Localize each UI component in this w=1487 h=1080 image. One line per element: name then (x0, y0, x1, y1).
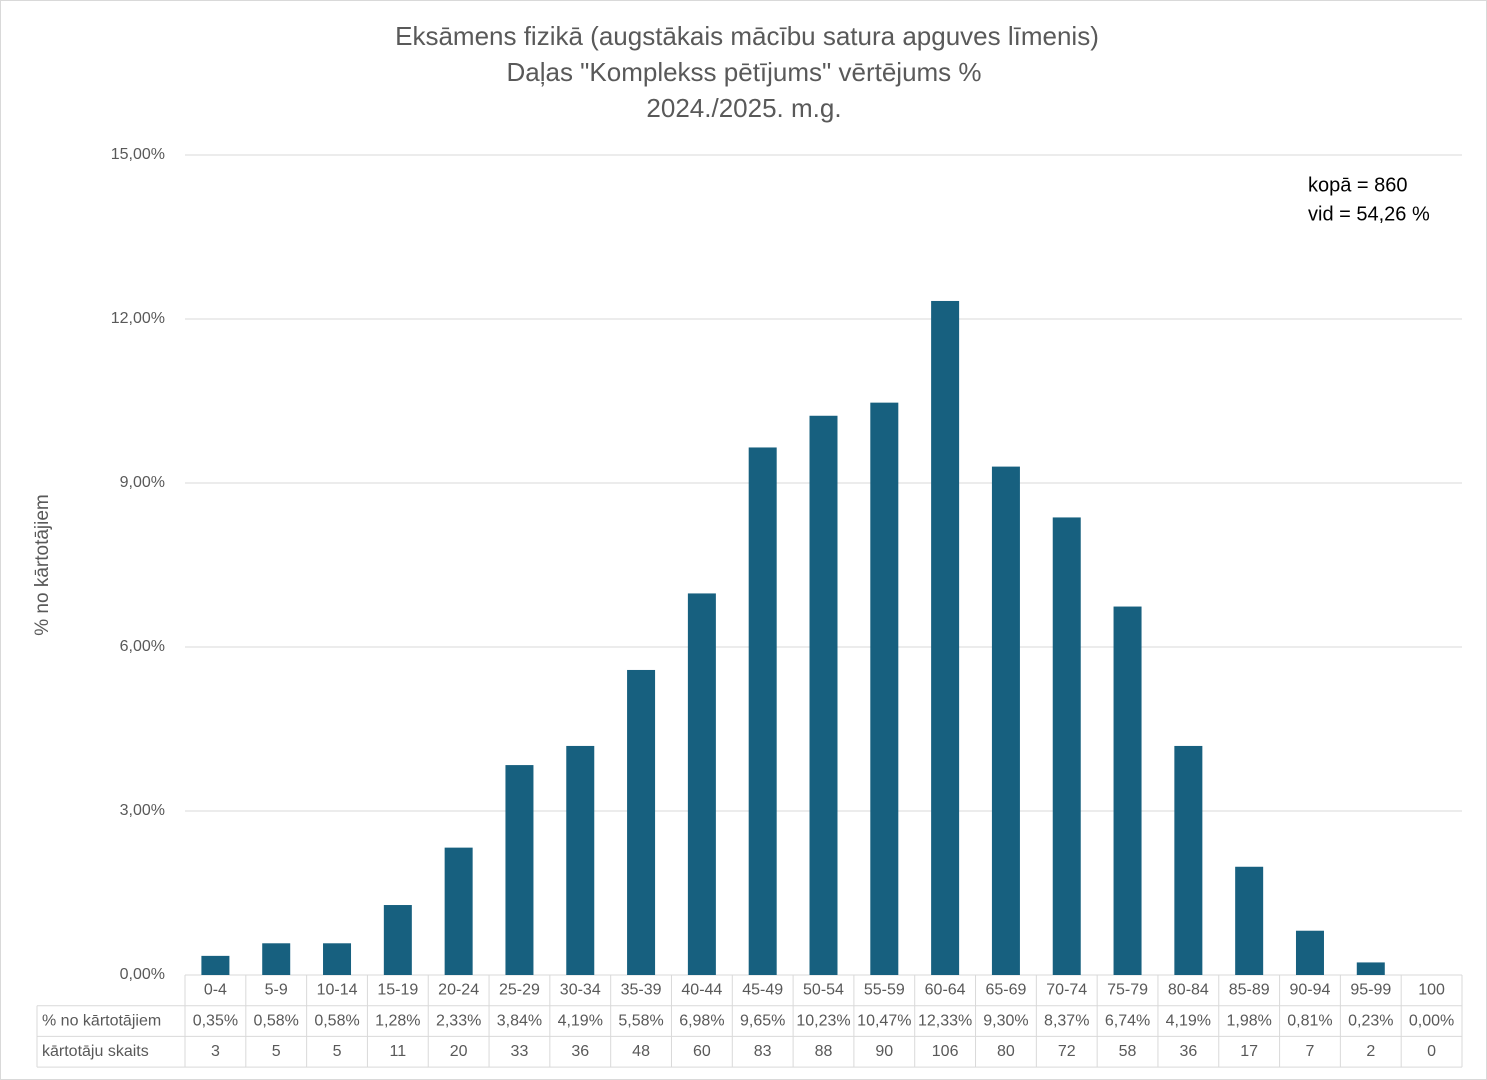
count-cell: 48 (632, 1043, 650, 1060)
x-tick-label: 100 (1418, 982, 1445, 999)
bar (383, 905, 412, 975)
count-cell: 2 (1366, 1043, 1375, 1060)
value-label: 6,74% (1105, 1012, 1150, 1029)
count-cell: 83 (754, 1043, 772, 1060)
x-tick-label: 0-4 (204, 982, 227, 999)
bar (809, 415, 838, 975)
bar (1235, 866, 1264, 975)
x-tick-label: 15-19 (377, 982, 418, 999)
count-cell: 36 (571, 1043, 589, 1060)
annotation: kopā = 860 (1308, 174, 1408, 196)
count-cell: 5 (272, 1043, 281, 1060)
bar (566, 745, 595, 975)
x-tick-label: 55-59 (864, 982, 905, 999)
count-cell: 17 (1240, 1043, 1258, 1060)
value-label: 12,33% (918, 1012, 972, 1029)
x-tick-label: 60-64 (925, 982, 966, 999)
x-tick-label: 25-29 (499, 982, 540, 999)
bar (262, 943, 291, 975)
bar (687, 593, 716, 975)
value-label: 8,37% (1044, 1012, 1089, 1029)
y-tick-label: 0,00% (120, 966, 165, 983)
bar (1356, 962, 1385, 975)
value-label: 9,65% (740, 1012, 785, 1029)
x-tick-label: 90-94 (1290, 982, 1331, 999)
count-cell: 90 (875, 1043, 893, 1060)
table-row-header: % no kārtotājiem (42, 1012, 161, 1029)
x-tick-label: 20-24 (438, 982, 479, 999)
chart-title: 2024./2025. m.g. (646, 93, 841, 123)
x-tick-label: 75-79 (1107, 982, 1148, 999)
count-cell: 33 (511, 1043, 529, 1060)
bar (323, 943, 352, 975)
value-label: 4,19% (1166, 1012, 1211, 1029)
bar (991, 466, 1020, 975)
value-label: 4,19% (558, 1012, 603, 1029)
value-label: 5,58% (618, 1012, 663, 1029)
chart-title: Daļas "Komplekss pētījums" vērtējums % (506, 57, 981, 87)
value-label: 0,23% (1348, 1012, 1393, 1029)
count-cell: 72 (1058, 1043, 1076, 1060)
bar (1174, 745, 1203, 975)
x-tick-label: 10-14 (317, 982, 358, 999)
bar (748, 447, 777, 975)
count-cell: 80 (997, 1043, 1015, 1060)
count-cell: 60 (693, 1043, 711, 1060)
x-tick-label: 85-89 (1229, 982, 1270, 999)
y-axis-label: % no kārtotājiem (32, 494, 53, 636)
count-cell: 58 (1119, 1043, 1137, 1060)
value-label: 0,58% (254, 1012, 299, 1029)
y-tick-label: 6,00% (120, 638, 165, 655)
count-cell: 7 (1306, 1043, 1315, 1060)
count-cell: 20 (450, 1043, 468, 1060)
bar (1052, 517, 1081, 975)
chart-title: Eksāmens fizikā (augstākais mācību satur… (395, 21, 1099, 51)
value-label: 10,47% (857, 1012, 911, 1029)
x-tick-label: 65-69 (985, 982, 1026, 999)
y-tick-label: 12,00% (111, 310, 165, 327)
annotation: vid = 54,26 % (1308, 203, 1430, 225)
value-label: 9,30% (983, 1012, 1028, 1029)
x-tick-label: 45-49 (742, 982, 783, 999)
x-tick-label: 30-34 (560, 982, 601, 999)
bar (931, 300, 960, 976)
count-cell: 88 (815, 1043, 833, 1060)
value-label: 1,28% (375, 1012, 420, 1029)
value-label: 1,98% (1226, 1012, 1271, 1029)
bar (870, 402, 899, 975)
count-cell: 3 (211, 1043, 220, 1060)
table-row-header: kārtotāju skaits (42, 1043, 149, 1060)
count-cell: 5 (333, 1043, 342, 1060)
count-cell: 0 (1427, 1043, 1436, 1060)
value-label: 3,84% (497, 1012, 542, 1029)
x-tick-label: 70-74 (1046, 982, 1087, 999)
bar (201, 955, 230, 975)
bar (1295, 930, 1324, 975)
value-label: 2,33% (436, 1012, 481, 1029)
value-label: 6,98% (679, 1012, 724, 1029)
x-tick-label: 5-9 (265, 982, 288, 999)
value-label: 0,35% (193, 1012, 238, 1029)
value-label: 10,23% (796, 1012, 850, 1029)
x-tick-label: 50-54 (803, 982, 844, 999)
y-tick-label: 15,00% (111, 146, 165, 163)
y-tick-label: 3,00% (120, 802, 165, 819)
bar (627, 669, 656, 975)
x-tick-label: 35-39 (621, 982, 662, 999)
bar (505, 765, 534, 975)
value-label: 0,58% (314, 1012, 359, 1029)
count-cell: 11 (390, 1043, 407, 1060)
count-cell: 36 (1179, 1043, 1197, 1060)
value-label: 0,00% (1409, 1012, 1454, 1029)
y-tick-label: 9,00% (120, 474, 165, 491)
bar (1113, 606, 1142, 975)
count-cell: 106 (932, 1043, 959, 1060)
x-tick-label: 40-44 (681, 982, 722, 999)
x-tick-label: 95-99 (1350, 982, 1391, 999)
x-tick-label: 80-84 (1168, 982, 1209, 999)
bar (444, 847, 473, 975)
value-label: 0,81% (1287, 1012, 1332, 1029)
